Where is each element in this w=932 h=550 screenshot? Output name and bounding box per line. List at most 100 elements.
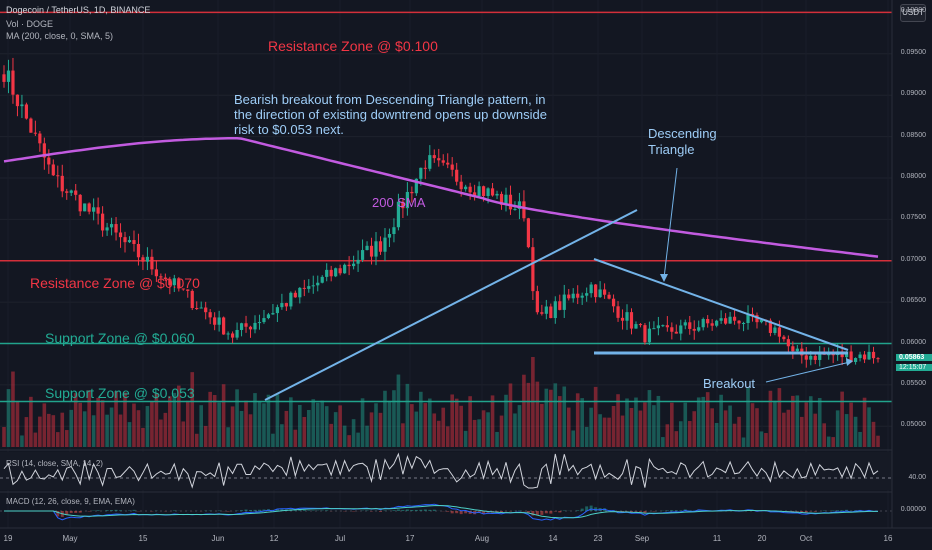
- sma-label: 200 SMA: [372, 195, 426, 210]
- candle-body: [831, 354, 835, 356]
- volume-bar: [517, 405, 522, 447]
- volume-bar: [6, 389, 11, 447]
- volume-bar: [387, 400, 392, 447]
- volume-bar: [867, 407, 871, 447]
- volume-bar: [154, 393, 159, 447]
- volume-bar: [82, 411, 87, 447]
- macd-line: [4, 503, 879, 521]
- macd-histogram-bar: [495, 511, 499, 513]
- candle-body: [289, 292, 293, 307]
- volume-bar: [275, 394, 280, 447]
- volume-bar: [723, 410, 728, 447]
- volume-bar: [432, 413, 437, 447]
- candle-body: [311, 285, 315, 287]
- volume-bar: [629, 407, 634, 447]
- macd-histogram-bar: [500, 511, 504, 513]
- candle-body: [701, 319, 705, 328]
- candle-body: [15, 94, 20, 107]
- volume-bar: [822, 423, 827, 447]
- candle-body: [325, 269, 329, 277]
- candle-body: [74, 190, 78, 195]
- candle-body: [531, 247, 535, 292]
- candle-body: [419, 167, 423, 179]
- volume-bar: [163, 412, 168, 447]
- candle-body: [517, 201, 522, 209]
- candle-body: [280, 303, 284, 308]
- volume-bar: [87, 390, 91, 447]
- volume-bar: [410, 404, 414, 447]
- macd-histogram-bar: [482, 511, 486, 514]
- macd-histogram-bar: [405, 509, 409, 511]
- volume-bar: [450, 394, 455, 447]
- currency-button[interactable]: USDT: [900, 4, 926, 22]
- volume-bar: [401, 423, 405, 447]
- triangle-label-line2: Triangle: [648, 142, 695, 157]
- volume-bar: [840, 391, 844, 447]
- candle-body: [141, 257, 145, 262]
- macd-histogram-bar: [56, 511, 60, 517]
- candle-body: [253, 322, 257, 330]
- candle-body: [638, 324, 643, 326]
- volume-bar: [499, 415, 504, 447]
- volume-bar: [643, 402, 647, 447]
- x-tick-label: Sep: [634, 534, 650, 543]
- volume-bar: [750, 403, 755, 447]
- countdown-badge: 12:15:07: [896, 364, 932, 371]
- x-tick-label: 15: [138, 534, 148, 543]
- candle-body: [567, 294, 571, 299]
- volume-bar: [185, 400, 190, 447]
- macd-histogram-bar: [423, 509, 427, 511]
- candle-body: [154, 269, 158, 277]
- candle-body: [69, 190, 73, 193]
- candle-body: [750, 313, 755, 316]
- macd-histogram-bar: [629, 511, 633, 512]
- candle-body: [526, 218, 530, 248]
- candle-body: [862, 354, 867, 360]
- candle-body: [473, 192, 477, 197]
- candle-body: [204, 307, 208, 313]
- candle-body: [508, 194, 513, 210]
- macd-histogram-bar: [585, 506, 589, 511]
- candle-body: [6, 70, 11, 82]
- candle-body: [446, 162, 450, 165]
- macd-histogram-bar: [78, 511, 82, 513]
- candle-body: [656, 325, 660, 329]
- volume-bar: [172, 392, 177, 447]
- candle-body: [2, 74, 6, 82]
- macd-histogram-bar: [526, 511, 530, 513]
- candle-body: [423, 167, 427, 169]
- candle-body: [786, 339, 790, 347]
- candle-body: [607, 294, 611, 299]
- volume-bar: [844, 414, 849, 447]
- macd-histogram-bar: [450, 511, 454, 514]
- macd-histogram-bar: [558, 511, 562, 513]
- triangle-upper-line: [593, 258, 849, 351]
- volume-bar: [356, 432, 360, 447]
- candle-body: [114, 224, 118, 233]
- candle-body: [459, 181, 463, 190]
- volume-bar: [203, 425, 208, 447]
- volume-bar: [24, 417, 29, 447]
- volume-bar: [522, 374, 526, 447]
- candle-body: [396, 201, 401, 228]
- volume-bar: [2, 426, 6, 447]
- candle-body: [132, 240, 136, 244]
- candle-body: [710, 323, 714, 326]
- candle-body: [620, 317, 625, 321]
- candle-body: [105, 227, 109, 231]
- volume-bar: [64, 430, 69, 447]
- macd-histogram-bar: [446, 511, 450, 512]
- candle-body: [732, 316, 737, 321]
- candle-body: [51, 164, 55, 176]
- volume-bar: [293, 429, 298, 447]
- candle-body: [665, 325, 669, 328]
- candle-body: [773, 327, 777, 333]
- macd-histogram-bar: [428, 509, 432, 511]
- macd-histogram-bar: [822, 510, 826, 511]
- volume-bar: [320, 400, 325, 447]
- candle-body: [127, 240, 132, 243]
- x-tick-label: Oct: [799, 534, 813, 543]
- macd-histogram-bar: [459, 511, 463, 515]
- volume-bar: [549, 389, 553, 447]
- macd-histogram-bar: [325, 510, 329, 511]
